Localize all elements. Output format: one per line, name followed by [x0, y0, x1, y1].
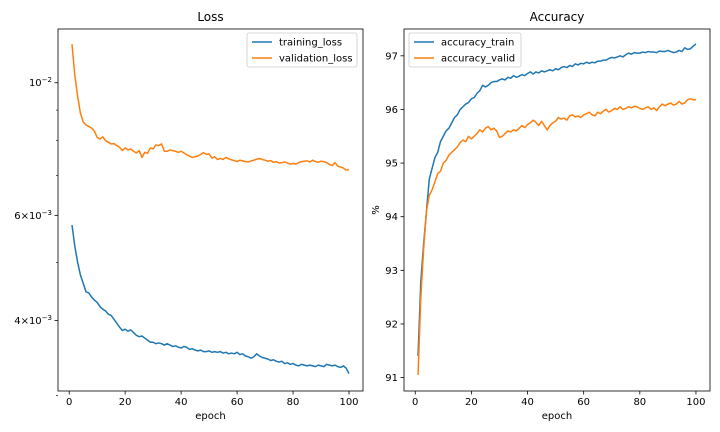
accuracy-y-axis-label: % [371, 205, 382, 215]
accuracy-y-tick-label: 93 [385, 266, 398, 277]
loss-x-tick-label: 40 [175, 397, 188, 408]
loss-chart-title: Loss [197, 10, 223, 24]
loss-legend-box [246, 32, 358, 68]
accuracy-legend-box [408, 32, 522, 68]
accuracy-y-tick-label: 95 [385, 159, 398, 170]
loss-legend-label: training_loss [279, 38, 342, 49]
loss-x-axis-label: epoch [195, 411, 225, 422]
loss-legend-label: validation_loss [279, 54, 353, 65]
accuracy-lines [417, 43, 697, 375]
loss-legend: training_loss validation_loss [246, 32, 358, 68]
accuracy-series-accuracy-train [417, 43, 697, 357]
accuracy-y-tick-label: 96 [385, 105, 398, 116]
accuracy-x-tick-label: 60 [577, 397, 590, 408]
accuracy-x-tick-label: 20 [465, 397, 478, 408]
accuracy-plot-frame [403, 28, 711, 392]
accuracy-y-tick-label: 94 [385, 212, 398, 223]
accuracy-legend-label: accuracy_train [441, 38, 514, 49]
accuracy-chart-title: Accuracy [530, 10, 585, 24]
accuracy-x-tick-label: 40 [521, 397, 534, 408]
loss-series-validation-loss [71, 44, 350, 171]
accuracy-legend-label: accuracy_valid [441, 54, 515, 65]
accuracy-legend: accuracy_train accuracy_valid [408, 32, 522, 68]
loss-plot-frame [57, 28, 364, 392]
accuracy-axis-ticks: 0 20 40 60 80 100 91 92 93 94 95 96 97 [385, 51, 705, 408]
loss-x-tick-label: 100 [339, 397, 358, 408]
accuracy-x-axis-label: epoch [542, 411, 572, 422]
loss-series-training-loss [71, 224, 350, 375]
accuracy-x-tick-label: 0 [412, 397, 418, 408]
accuracy-x-tick-label: 80 [633, 397, 646, 408]
loss-y-tick-label: 6×10−3 [14, 209, 52, 222]
loss-x-tick-label: 60 [231, 397, 244, 408]
loss-lines [71, 44, 350, 375]
loss-x-tick-label: 20 [119, 397, 132, 408]
loss-y-tick-label: 10−2 [29, 76, 52, 89]
accuracy-series-accuracy-valid [417, 97, 696, 375]
accuracy-chart: Accuracy 0 20 40 60 80 100 91 92 93 94 95 96 97 epoc… [371, 10, 711, 422]
accuracy-y-tick-label: 97 [385, 51, 398, 62]
loss-y-tick-label: 4×10−3 [14, 314, 52, 327]
accuracy-x-tick-label: 100 [686, 397, 705, 408]
loss-x-tick-label: 0 [66, 397, 72, 408]
loss-x-tick-label: 80 [287, 397, 300, 408]
accuracy-y-tick-label: 91 [385, 373, 398, 384]
accuracy-y-tick-label: 92 [385, 319, 398, 330]
